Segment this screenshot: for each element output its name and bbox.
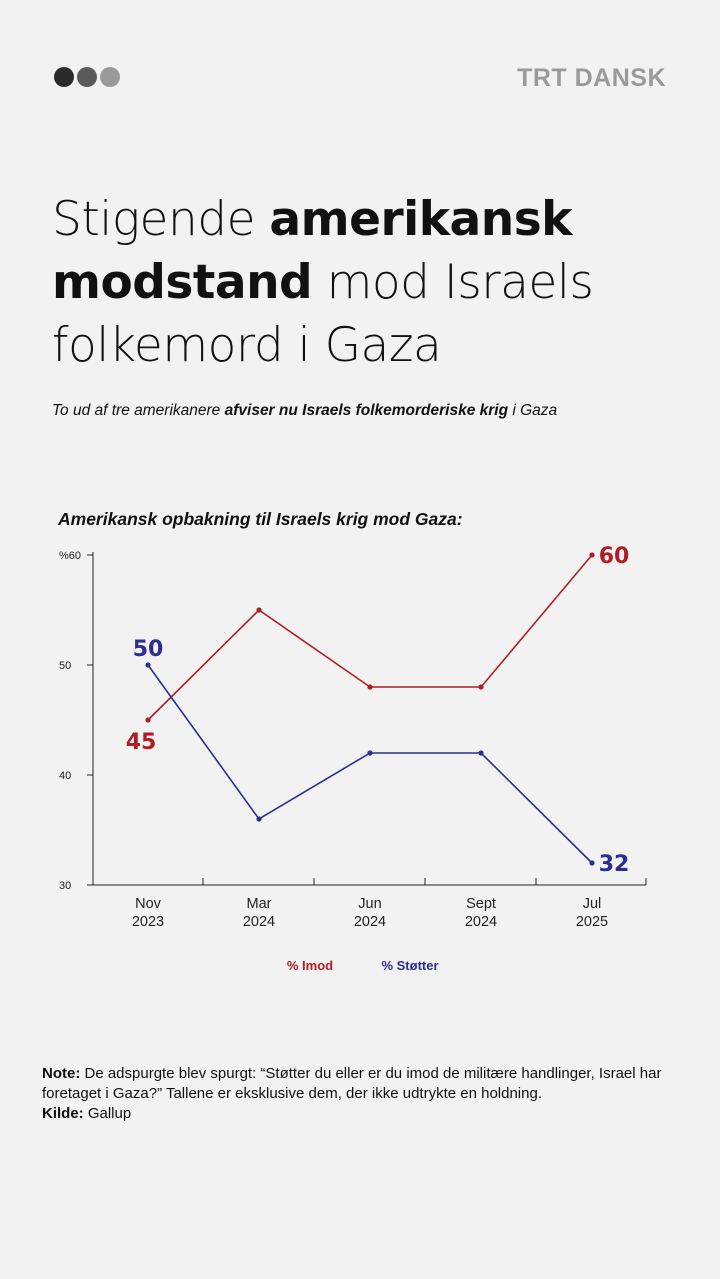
headline-bold: amerikansk modstand [52, 192, 572, 310]
note-label: Note: [42, 1065, 81, 1082]
y-tick-label: %60 [59, 550, 81, 562]
dot-icon [100, 67, 120, 87]
brand-dots [54, 67, 120, 87]
y-tick-label: 50 [59, 660, 71, 672]
data-point [589, 860, 595, 866]
note-block: Note: De adspurgte blev spurgt: “Støtter… [42, 1064, 682, 1124]
source-label: Kilde: [42, 1105, 84, 1122]
y-tick-label: 30 [59, 880, 71, 892]
note-text: De adspurgte blev spurgt: “Støtter du el… [42, 1065, 662, 1102]
data-point [478, 750, 484, 756]
subtitle: To ud af tre amerikanere afviser nu Isra… [52, 402, 692, 420]
data-point [256, 607, 262, 613]
headline: Stigende amerikansk modstand mod Israels… [52, 188, 672, 377]
y-tick-label: 40 [59, 770, 71, 782]
x-tick-label: Mar 2024 [243, 896, 275, 930]
data-label: 50 [133, 637, 164, 662]
data-point [256, 816, 262, 822]
note-paragraph: Note: De adspurgte blev spurgt: “Støtter… [42, 1064, 682, 1104]
source-text: Gallup [83, 1105, 132, 1122]
data-point [478, 684, 484, 690]
data-point [589, 552, 595, 558]
legend-item: % Støtter [381, 958, 438, 973]
data-point [145, 717, 151, 723]
dot-icon [54, 67, 74, 87]
data-label: 32 [599, 852, 630, 877]
data-point [367, 684, 373, 690]
series-line [147, 554, 593, 721]
series-line [147, 664, 593, 864]
headline-part1: Stigende [52, 192, 270, 247]
x-tick-label: Nov 2023 [132, 896, 164, 930]
data-label: 45 [126, 730, 157, 755]
dot-icon [77, 67, 97, 87]
data-point [145, 662, 151, 668]
x-tick-label: Jul 2025 [576, 896, 608, 930]
brand-logo: TRT DANSK [517, 64, 666, 92]
legend-item: % Imod [287, 958, 333, 973]
data-point [367, 750, 373, 756]
source-paragraph: Kilde: Gallup [42, 1104, 682, 1124]
headline-part2: mod Israels folkemord i Gaza [52, 255, 594, 373]
x-tick-label: Sept 2024 [465, 896, 497, 930]
subtitle-part1: To ud af tre amerikanere [52, 402, 225, 419]
chart-title: Amerikansk opbakning til Israels krig mo… [58, 509, 463, 529]
subtitle-bold: afviser nu Israels folkemorderiske krig [224, 402, 509, 419]
data-label: 60 [599, 544, 630, 569]
line-chart: 30 40 50 %60 Nov 2023 Mar 2024 Jun 2024 Sept 2024 Ju… [59, 544, 647, 973]
subtitle-part2: i Gaza [508, 402, 558, 419]
x-tick-label: Jun 2024 [354, 896, 386, 930]
